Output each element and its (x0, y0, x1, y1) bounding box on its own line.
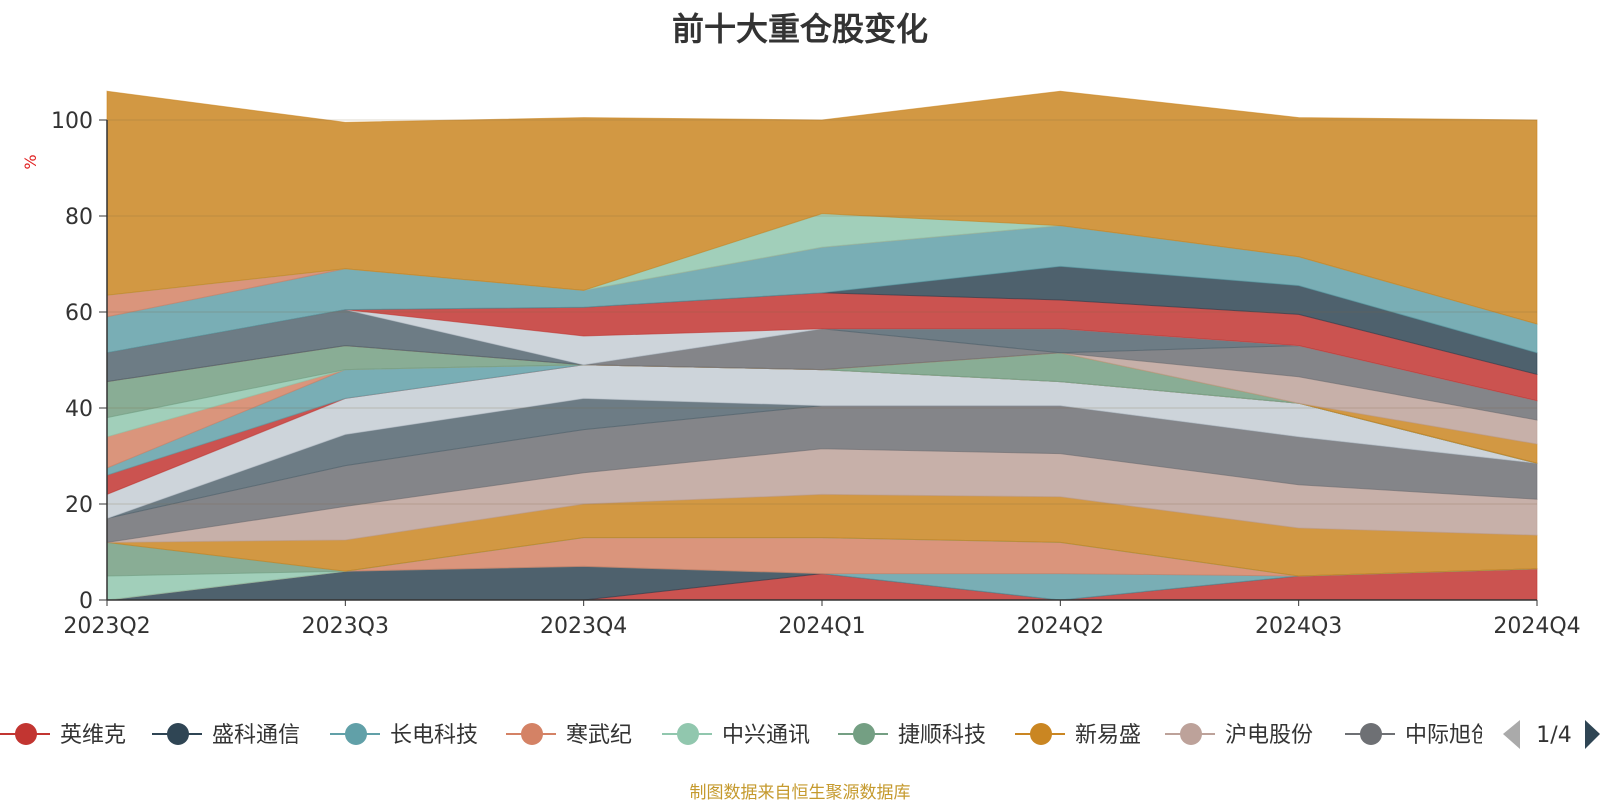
legend-item[interactable]: 英维克 (0, 723, 126, 748)
legend-label: 中际旭创 (1405, 723, 1493, 748)
x-tick-label: 2024Q1 (778, 614, 865, 639)
legend-label: 寒武纪 (566, 723, 632, 748)
x-tick-label: 2024Q2 (1017, 614, 1104, 639)
legend-marker (677, 723, 699, 745)
triangle-right-icon[interactable] (1585, 720, 1600, 749)
legend-label: 长电科技 (390, 723, 478, 748)
chart-title: 前十大重仓股变化 (671, 10, 928, 48)
legend-marker (345, 723, 367, 745)
legend-marker (1180, 723, 1202, 745)
legend[interactable]: 英维克 盛科通信 长电科技 寒武纪 中兴通讯 捷顺科技 新易盛 沪电股份 中际旭创 1/4 (0, 705, 1600, 765)
series-area (106, 90, 1538, 325)
legend-item[interactable]: 中际旭创 (1345, 723, 1493, 748)
legend-item[interactable]: 捷顺科技 (838, 723, 986, 748)
x-tick-label: 2023Q3 (302, 614, 389, 639)
legend-marker (521, 723, 543, 745)
y-tick-label: 60 (65, 301, 93, 326)
legend-label: 捷顺科技 (898, 723, 986, 748)
area-layers (106, 90, 1538, 601)
y-tick-label: 80 (65, 205, 93, 230)
legend-item[interactable]: 新易盛 (1015, 723, 1141, 748)
triangle-left-icon[interactable] (1503, 720, 1520, 749)
legend-marker (15, 723, 37, 745)
y-tick-label: 20 (65, 493, 93, 518)
x-tick-label: 2024Q3 (1255, 614, 1342, 639)
legend-marker (853, 723, 875, 745)
legend-item[interactable]: 寒武纪 (506, 723, 632, 748)
legend-marker (1360, 723, 1382, 745)
y-tick-label: 40 (65, 397, 93, 422)
legend-marker (1030, 723, 1052, 745)
legend-item[interactable]: 中兴通讯 (662, 723, 810, 748)
legend-marker (167, 723, 189, 745)
x-tick-label: 2023Q4 (540, 614, 627, 639)
legend-label: 英维克 (60, 723, 126, 748)
y-axis-unit: % (21, 154, 40, 169)
legend-item[interactable]: 长电科技 (330, 723, 478, 748)
source-note: 制图数据来自恒生聚源数据库 (689, 783, 911, 803)
x-tick-label: 2024Q4 (1493, 614, 1580, 639)
legend-label: 盛科通信 (212, 723, 300, 748)
legend-label: 沪电股份 (1225, 723, 1313, 748)
legend-label: 新易盛 (1075, 723, 1141, 748)
y-tick-label: 0 (79, 589, 93, 614)
legend-page-label: 1/4 (1536, 723, 1571, 748)
legend-item[interactable]: 盛科通信 (152, 723, 300, 748)
legend-label: 中兴通讯 (722, 723, 810, 748)
x-tick-label: 2023Q2 (63, 614, 150, 639)
legend-pager-bg (1482, 705, 1600, 765)
y-tick-label: 100 (51, 109, 93, 134)
chart-svg: 0 20 40 60 80 100 2023Q2 2023Q3 2023Q4 2024Q1 2024… (0, 90, 1600, 765)
legend-item[interactable]: 沪电股份 (1165, 723, 1313, 748)
